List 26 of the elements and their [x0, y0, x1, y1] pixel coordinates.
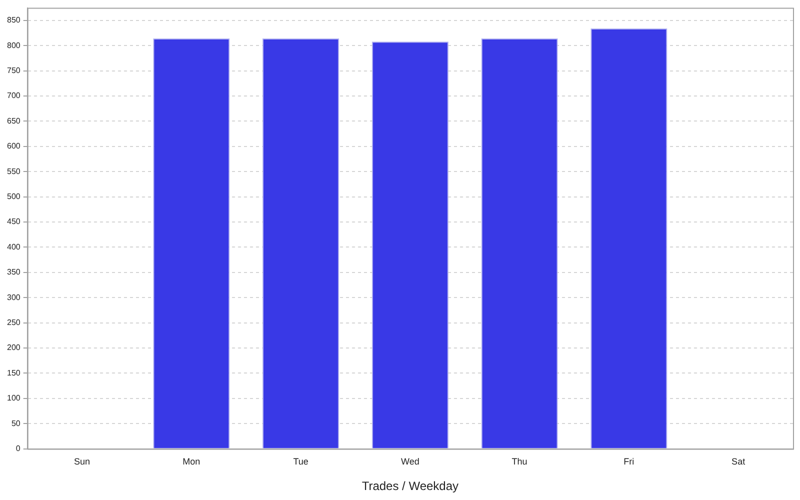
y-tick-label: 400 [6, 242, 21, 252]
x-tick-label: Wed [401, 456, 420, 467]
y-tick-label: 450 [6, 217, 21, 226]
x-tick-label: Mon [182, 456, 200, 467]
y-tick-label: 300 [6, 292, 21, 302]
y-tick-label: 750 [6, 66, 21, 76]
y-tick-label: 50 [11, 418, 21, 428]
x-tick-label: Fri [624, 456, 634, 467]
y-tick-label: 700 [6, 91, 21, 100]
x-tick-label: Sun [74, 456, 90, 467]
x-tick-label: Sat [732, 456, 746, 467]
y-tick-label: 550 [6, 166, 21, 176]
x-tick-label: Tue [293, 456, 308, 467]
y-tick-label: 800 [6, 40, 21, 50]
y-tick-label: 600 [6, 142, 21, 151]
x-axis-title: Trades / Weekday [362, 479, 459, 494]
y-tick-label: 500 [6, 192, 21, 202]
x-tick-label: Thu [512, 456, 528, 467]
y-tick-label: 200 [6, 343, 21, 352]
y-tick-label: 350 [6, 268, 21, 277]
y-tick-label: 0 [16, 444, 21, 454]
y-tick-label: 250 [6, 318, 21, 328]
y-tick-label: 100 [6, 394, 21, 403]
y-tick-label: 150 [6, 368, 21, 378]
y-tick-label: 650 [6, 116, 21, 126]
y-tick-label: 850 [6, 16, 21, 25]
